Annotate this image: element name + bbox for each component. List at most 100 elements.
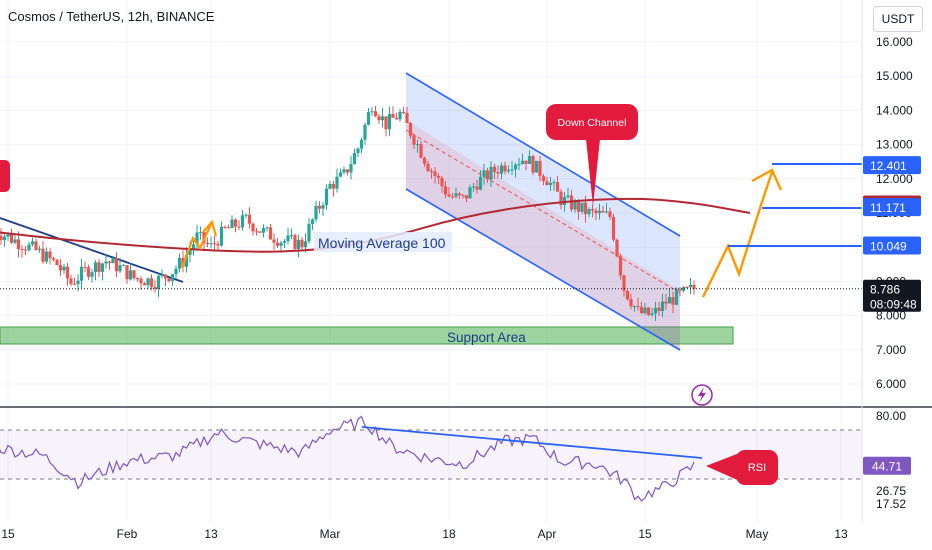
candle [6, 233, 10, 241]
price-badge-text: 8.786 [870, 283, 900, 297]
candle [391, 106, 395, 119]
candle [97, 259, 101, 277]
ma-label-bg [314, 232, 452, 252]
support-area-label: Support Area [447, 330, 526, 345]
candle [489, 160, 493, 187]
candle [93, 260, 98, 281]
offscreen-label-tab [0, 160, 10, 192]
candle [440, 175, 444, 193]
candle [219, 221, 224, 247]
candle [121, 263, 126, 267]
candle [111, 255, 115, 264]
price-tick-label: 12.000 [876, 172, 913, 186]
projection-arrowhead-left [202, 219, 218, 237]
candle [433, 167, 437, 184]
candle [429, 168, 434, 179]
candle [58, 259, 63, 276]
candle [506, 165, 511, 174]
candle [174, 265, 178, 279]
rsi-line[interactable] [0, 415, 695, 502]
candle [590, 204, 595, 218]
candle [300, 236, 304, 250]
candle [422, 156, 427, 167]
candle [671, 291, 675, 314]
candle [636, 297, 640, 311]
lightning-icon[interactable] [691, 384, 713, 406]
projection-arrow-left[interactable] [180, 221, 213, 269]
candle [531, 154, 535, 176]
candle [317, 201, 322, 214]
rsi-tick-label: 80.00 [876, 409, 906, 423]
candle [513, 162, 518, 178]
candle [482, 163, 486, 185]
projection-path-right[interactable] [701, 171, 774, 298]
time-tick-label: Apr [538, 527, 557, 541]
price-tick-label: 15.000 [876, 69, 913, 83]
rsi-tick-label: 26.75 [876, 484, 906, 498]
candle [471, 182, 476, 193]
moving-average-label: Moving Average 100 [318, 235, 446, 251]
rsi-trendline[interactable] [361, 426, 703, 459]
candle [104, 254, 108, 269]
candle [338, 168, 343, 178]
symbol-title[interactable]: Cosmos / TetherUS, 12h, BINANCE [8, 9, 215, 24]
candles-group [0, 105, 696, 321]
candle [555, 176, 560, 192]
candle [114, 252, 119, 278]
candle [72, 277, 77, 286]
candle [307, 217, 311, 244]
candle [23, 246, 28, 255]
candle [177, 253, 182, 273]
candle [370, 107, 374, 117]
candle [373, 105, 378, 118]
candle [548, 176, 553, 191]
candle [580, 202, 584, 215]
rsi-tick-label: 17.52 [876, 497, 906, 511]
candle [226, 224, 231, 229]
candle [349, 155, 353, 180]
time-axis-ticks[interactable]: 15 Feb 13 Mar 18 Apr 15 May 13 [1, 527, 848, 541]
down-channel[interactable] [405, 72, 681, 351]
candle [356, 147, 360, 158]
candle [198, 226, 203, 240]
candle [415, 139, 420, 153]
down-channel-callout[interactable]: Down Channel [546, 104, 638, 206]
candle [41, 240, 45, 264]
candle [643, 303, 647, 316]
candle [44, 247, 49, 264]
price-badge-blue: 10.049 [863, 236, 921, 255]
candle [237, 220, 241, 230]
candle [2, 234, 7, 247]
candle [520, 153, 525, 165]
candle [167, 277, 171, 283]
candle [412, 133, 416, 149]
candle [625, 290, 630, 301]
support-area-zone[interactable] [0, 326, 734, 345]
candle [503, 161, 507, 175]
candle [377, 113, 381, 124]
candle [296, 234, 301, 258]
descending-trendline[interactable] [0, 217, 184, 283]
candle [321, 201, 325, 216]
channel-upper-line[interactable] [405, 72, 681, 237]
candle [587, 207, 591, 218]
candle [653, 301, 658, 321]
currency-button[interactable]: USDT [873, 6, 923, 32]
candle [576, 198, 581, 220]
candle [223, 225, 227, 230]
rsi-callout[interactable]: RSI [706, 450, 778, 485]
channel-lower-line[interactable] [405, 188, 681, 351]
time-tick-label: 13 [204, 527, 218, 541]
candle [289, 228, 294, 240]
candle [611, 213, 616, 242]
candle [170, 273, 175, 287]
time-tick-label: Feb [117, 527, 138, 541]
candle [272, 233, 276, 250]
candle [387, 106, 392, 136]
candle [118, 257, 122, 274]
candle [384, 116, 388, 137]
candle [251, 222, 255, 236]
rsi-value-badge: 44.71 [863, 456, 911, 475]
